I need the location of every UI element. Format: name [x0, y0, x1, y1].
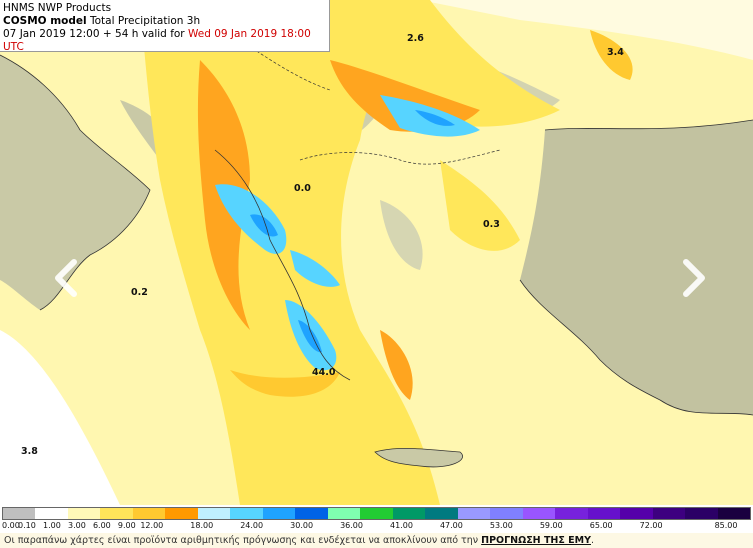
model-name: COSMO model	[3, 15, 87, 27]
product-name: Total Precipitation 3h	[89, 15, 201, 27]
legend-ticks: 0.00 0.10 1.00 3.00 6.00 9.00 12.00 18.00 24.00 3…	[2, 521, 751, 531]
disclaimer-footer: Οι παραπάνω χάρτες είναι προϊόντα αριθμη…	[0, 533, 753, 548]
legend-swatch	[132, 508, 166, 519]
legend-tick-label: 1.00	[43, 521, 61, 530]
legend-tick-label: 0.00	[2, 521, 20, 530]
disclaimer-text: Οι παραπάνω χάρτες είναι προϊόντα αριθμη…	[4, 535, 479, 546]
legend-swatch	[295, 508, 328, 519]
legend-tick-label: 65.00	[589, 521, 613, 530]
legend-swatch	[262, 508, 296, 519]
legend-tick-label: 0.10	[18, 521, 36, 530]
legend-tick-label: 72.00	[639, 521, 663, 530]
legend-swatch	[35, 508, 68, 519]
map-value-label: 3.4	[607, 47, 624, 58]
legend-tick-label: 36.00	[340, 521, 363, 530]
map-value-label: 0.0	[294, 183, 311, 194]
legend-tick-label: 24.00	[240, 521, 264, 530]
legend-tick-label: 18.00	[190, 521, 214, 530]
run-time: 07 Jan 2019 12:00 + 54 h valid for	[3, 28, 185, 40]
precipitation-map	[0, 0, 753, 505]
product-title-box: HNMS NWP Products COSMO model Total Prec…	[0, 0, 330, 54]
legend-swatch	[327, 508, 361, 519]
legend-swatch	[392, 508, 426, 519]
map-value-label: 2.6	[407, 33, 424, 44]
emy-forecast-link[interactable]: ΠΡΟΓΝΩΣΗ ΤΗΣ ΕΜΥ	[481, 535, 591, 546]
legend-tick-label: 47.00	[439, 521, 463, 530]
legend-tick-label: 59.00	[539, 521, 563, 530]
title-line-3: 07 Jan 2019 12:00 + 54 h valid for Wed 0…	[3, 28, 326, 54]
legend-swatch	[100, 508, 133, 519]
legend-swatch	[652, 508, 686, 519]
legend-tick-label: 41.00	[390, 521, 413, 530]
map-value-label: 3.8	[21, 446, 38, 457]
next-arrow-icon[interactable]	[678, 258, 708, 298]
legend-tick-label: 30.00	[290, 521, 314, 530]
legend-swatch	[490, 508, 523, 519]
legend-swatch	[165, 508, 198, 519]
legend-swatch	[620, 508, 653, 519]
previous-arrow-icon[interactable]	[52, 258, 82, 298]
legend-color-bar	[2, 507, 751, 520]
legend-swatch	[717, 508, 751, 519]
map-value-label: 44.0	[312, 367, 336, 378]
title-line-2: COSMO model Total Precipitation 3h	[3, 15, 326, 28]
legend-swatch	[555, 508, 588, 519]
legend-tick-label: 12.00	[140, 521, 164, 530]
map-canvas	[0, 0, 753, 505]
map-value-label: 0.3	[483, 219, 500, 230]
legend-swatch	[197, 508, 231, 519]
title-line-1: HNMS NWP Products	[3, 2, 112, 14]
legend-tick-label: 53.00	[489, 521, 513, 530]
legend-tick-label: 3.00	[67, 521, 86, 530]
valid-time: Wed 09 Jan 2019 18:00 UTC	[3, 28, 311, 53]
legend-tick-label: 9.00	[117, 521, 136, 530]
legend-swatch	[587, 508, 621, 519]
legend-swatch	[230, 508, 263, 519]
color-legend: 0.00 0.10 1.00 3.00 6.00 9.00 12.00 18.00 24.00 3…	[0, 505, 753, 533]
legend-tick-label: 6.00	[92, 521, 111, 530]
legend-swatch	[457, 508, 491, 519]
legend-swatch	[3, 508, 36, 519]
legend-swatch	[67, 508, 101, 519]
disclaimer-end: .	[591, 535, 595, 546]
legend-swatch	[425, 508, 458, 519]
legend-tick-label: 85.00	[714, 521, 738, 530]
legend-swatch	[522, 508, 556, 519]
legend-swatch	[685, 508, 718, 519]
map-value-label: 0.2	[131, 287, 148, 298]
legend-swatch	[360, 508, 393, 519]
